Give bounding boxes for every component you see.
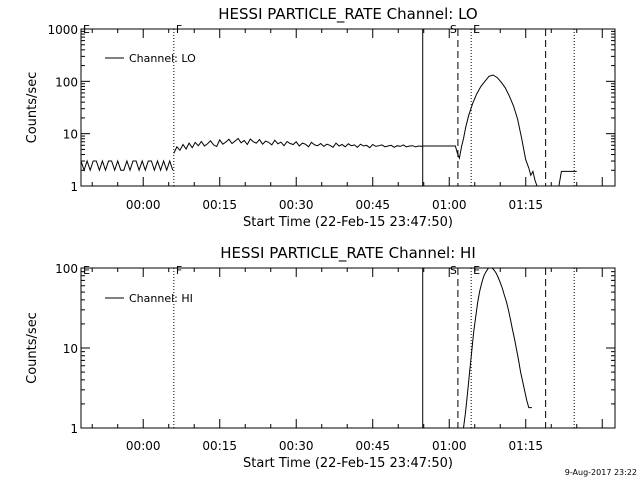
y-tick-label: 100: [55, 262, 78, 276]
marker-label: F: [176, 264, 182, 277]
data-series: [81, 74, 577, 186]
y-tick-label: 10: [63, 128, 78, 142]
x-tick-label: 00:30: [279, 198, 314, 212]
y-tick-label: 1000: [47, 23, 78, 37]
x-tick-label: 00:00: [126, 439, 161, 453]
x-tick-label: 01:00: [432, 198, 467, 212]
marker-label: S: [450, 23, 457, 36]
x-tick-label: 00:45: [355, 198, 390, 212]
x-axis-label: Start Time (22-Feb-15 23:47:50): [243, 456, 453, 471]
legend-label: Channel: HI: [129, 292, 193, 305]
chart-title: HESSI PARTICLE_RATE Channel: LO: [218, 5, 477, 24]
panel-channel-lo: HESSI PARTICLE_RATE Channel: LO 00:00 00:1…: [25, 5, 616, 230]
x-axis-label: Start Time (22-Feb-15 23:47:50): [243, 215, 453, 230]
x-tick-label: 01:15: [508, 439, 543, 453]
marker-label: F: [176, 23, 182, 36]
x-tick-label: 01:00: [432, 439, 467, 453]
legend-label: Channel: LO: [129, 52, 196, 65]
y-axis-label: Counts/sec: [25, 72, 40, 144]
y-tick-label: 1: [70, 180, 78, 194]
x-tick-label: 00:15: [202, 198, 237, 212]
data-series: [463, 268, 532, 428]
x-tick-label: 00:00: [126, 198, 161, 212]
series-line: [558, 170, 577, 186]
legend: Channel: HI: [105, 292, 193, 305]
legend: Channel: LO: [105, 52, 196, 65]
series-line: [528, 167, 538, 186]
plot-frame: [80, 28, 616, 187]
x-tick-label: 01:15: [508, 198, 543, 212]
generation-timestamp: 9-Aug-2017 23:22: [565, 468, 637, 477]
x-tick-label: 00:15: [202, 439, 237, 453]
panel-channel-hi: HESSI PARTICLE_RATE Channel: HI 00:00 00:1…: [25, 244, 616, 471]
chart-title: HESSI PARTICLE_RATE Channel: HI: [220, 244, 476, 263]
series-line: [463, 268, 532, 428]
y-axis-label: Counts/sec: [25, 312, 40, 384]
marker-label: E: [83, 264, 90, 277]
series-line: [422, 74, 530, 169]
marker-label: E: [473, 23, 480, 36]
marker-label: E: [83, 23, 90, 36]
marker-label: S: [450, 264, 457, 277]
x-tick-label: 00:45: [355, 439, 390, 453]
series-line: [81, 159, 174, 172]
y-tick-label: 1: [70, 422, 78, 436]
series-line: [173, 137, 423, 154]
x-tick-label: 00:30: [279, 439, 314, 453]
y-tick-label: 10: [63, 342, 78, 356]
y-tick-label: 100: [55, 75, 78, 89]
marker-label: E: [473, 264, 480, 277]
